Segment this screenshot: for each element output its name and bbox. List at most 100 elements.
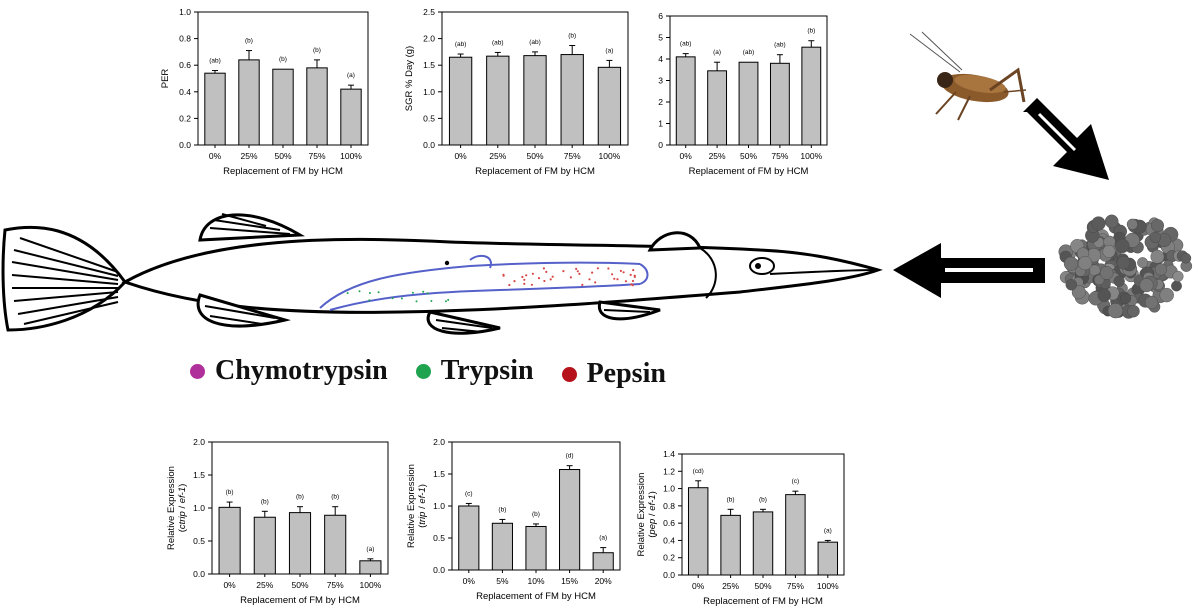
y-tick-label: 2.0 bbox=[433, 437, 445, 447]
pepsin-dot bbox=[607, 267, 610, 270]
x-tick-label: 25% bbox=[256, 580, 273, 590]
per-bar-chart: 0.0 0.2 0.4 0.6 0.8 1.0 (ab) 0% (b) 25% (b) 50% (b) 7… bbox=[160, 7, 369, 177]
pepsin-dot bbox=[575, 267, 578, 270]
bar bbox=[559, 469, 581, 571]
bar bbox=[801, 46, 822, 146]
significance-label: (b) bbox=[532, 511, 540, 518]
pepsin-dot bbox=[611, 273, 614, 276]
trypsin-dot bbox=[415, 300, 418, 303]
significance-label: (a) bbox=[366, 546, 374, 553]
bar bbox=[752, 511, 774, 576]
legend-label: Pepsin bbox=[586, 358, 666, 389]
y-tick-label: 0.0 bbox=[193, 569, 205, 579]
pellet bbox=[1137, 257, 1149, 268]
bar bbox=[204, 72, 226, 146]
trypsin-dot-icon bbox=[415, 363, 431, 379]
pepsin-dot bbox=[542, 267, 546, 270]
significance-label: (ab) bbox=[680, 41, 692, 48]
trypsin-dot bbox=[346, 292, 349, 295]
significance-label: (ab) bbox=[743, 49, 755, 56]
y-tick-label: 2.5 bbox=[423, 7, 435, 17]
bar bbox=[272, 68, 294, 146]
y-tick-label: 0.0 bbox=[179, 140, 191, 150]
bar bbox=[817, 541, 839, 576]
bar bbox=[675, 56, 696, 146]
pepsin-dot bbox=[537, 277, 541, 280]
pellet bbox=[1102, 244, 1116, 258]
pepsin-dot bbox=[569, 276, 573, 279]
y-tick-label: 1.0 bbox=[179, 7, 191, 17]
y-tick-label: 1.5 bbox=[193, 470, 205, 480]
x-tick-label: 100% bbox=[800, 151, 822, 161]
significance-label: (ab) bbox=[529, 39, 541, 46]
bar bbox=[769, 62, 790, 146]
down-right-arrow-icon bbox=[1023, 98, 1109, 180]
chymotrypsin-dot-icon bbox=[190, 363, 205, 379]
x-tick-label: 25% bbox=[709, 151, 726, 161]
x-tick-label: 75% bbox=[327, 580, 344, 590]
legend-item-pepsin: Pepsin bbox=[561, 358, 666, 390]
bar bbox=[707, 70, 728, 146]
y-tick-label: 3 bbox=[658, 76, 663, 86]
x-tick-label: 0% bbox=[692, 581, 705, 591]
pepsin-dot bbox=[631, 279, 635, 283]
y-axis-label: PER bbox=[160, 69, 171, 89]
x-tick-label: 50% bbox=[291, 580, 308, 590]
x-tick-label: 50% bbox=[740, 151, 757, 161]
trypsin-dot bbox=[368, 299, 371, 302]
x-tick-label: 50% bbox=[274, 151, 291, 161]
significance-label: (c) bbox=[792, 478, 800, 485]
y-axis-label: Relative Expression bbox=[636, 473, 647, 557]
bar bbox=[592, 552, 614, 571]
significance-label: (b) bbox=[498, 506, 506, 513]
pepsin-dot bbox=[549, 278, 552, 281]
x-tick-label: 100% bbox=[360, 580, 382, 590]
bar bbox=[738, 61, 759, 146]
significance-label: (b) bbox=[313, 47, 321, 54]
pepsin-dot bbox=[531, 272, 535, 275]
bar bbox=[785, 494, 806, 576]
x-axis-label: Replacement of FM by HCM bbox=[476, 591, 596, 602]
bar bbox=[238, 59, 260, 146]
bar bbox=[324, 514, 347, 575]
trip-expression-chart: 0.0 0.5 1.0 1.5 2.0 (c) 0% (b) 5% (b) 10% (d) 15% (a)… bbox=[406, 437, 621, 602]
y-tick-label: 0.5 bbox=[193, 536, 205, 546]
pellet bbox=[1144, 295, 1159, 310]
significance-label: (a) bbox=[599, 535, 607, 542]
pepsin-dot bbox=[525, 274, 528, 277]
pellet bbox=[1063, 256, 1079, 271]
y-tick-label: 0.0 bbox=[423, 140, 435, 150]
y-tick-label: 1.5 bbox=[423, 60, 435, 70]
pellet bbox=[1172, 270, 1184, 282]
significance-label: (a) bbox=[824, 527, 832, 534]
pellet bbox=[1091, 216, 1106, 231]
ctrip-expression-chart: 0.0 0.5 1.0 1.5 2.0 (b) 0% (b) 25% (b) 50% (b) 75% (a… bbox=[166, 437, 389, 606]
significance-label: (b) bbox=[279, 56, 287, 63]
y-tick-label: 6 bbox=[658, 11, 663, 21]
x-tick-label: 5% bbox=[496, 576, 509, 586]
pellet bbox=[1071, 285, 1086, 300]
pepsin-dot bbox=[578, 272, 581, 275]
trypsin-dot bbox=[430, 300, 433, 302]
x-tick-label: 75% bbox=[308, 151, 325, 161]
fish-illustration bbox=[1, 213, 883, 335]
bar bbox=[560, 54, 584, 146]
x-axis-label: Replacement of FM by HCM bbox=[240, 595, 360, 606]
pepsin-dot bbox=[632, 269, 635, 272]
y-tick-label: 0.6 bbox=[663, 518, 675, 528]
bar bbox=[458, 505, 480, 571]
pellet bbox=[1150, 249, 1165, 264]
pepsin-dot bbox=[588, 278, 591, 281]
y-tick-label: 0.4 bbox=[663, 535, 675, 545]
y-tick-label: 1.2 bbox=[663, 466, 675, 476]
bar bbox=[288, 512, 312, 575]
bar bbox=[597, 66, 622, 146]
pepsin-dot bbox=[545, 270, 548, 273]
pellet bbox=[1065, 278, 1077, 291]
bar bbox=[359, 560, 382, 575]
pellet bbox=[1116, 255, 1131, 270]
y-tick-label: 1.0 bbox=[433, 501, 445, 511]
trypsin-dot bbox=[368, 292, 371, 294]
pepsin-dot-icon bbox=[561, 366, 577, 382]
significance-label: (a) bbox=[347, 72, 355, 79]
